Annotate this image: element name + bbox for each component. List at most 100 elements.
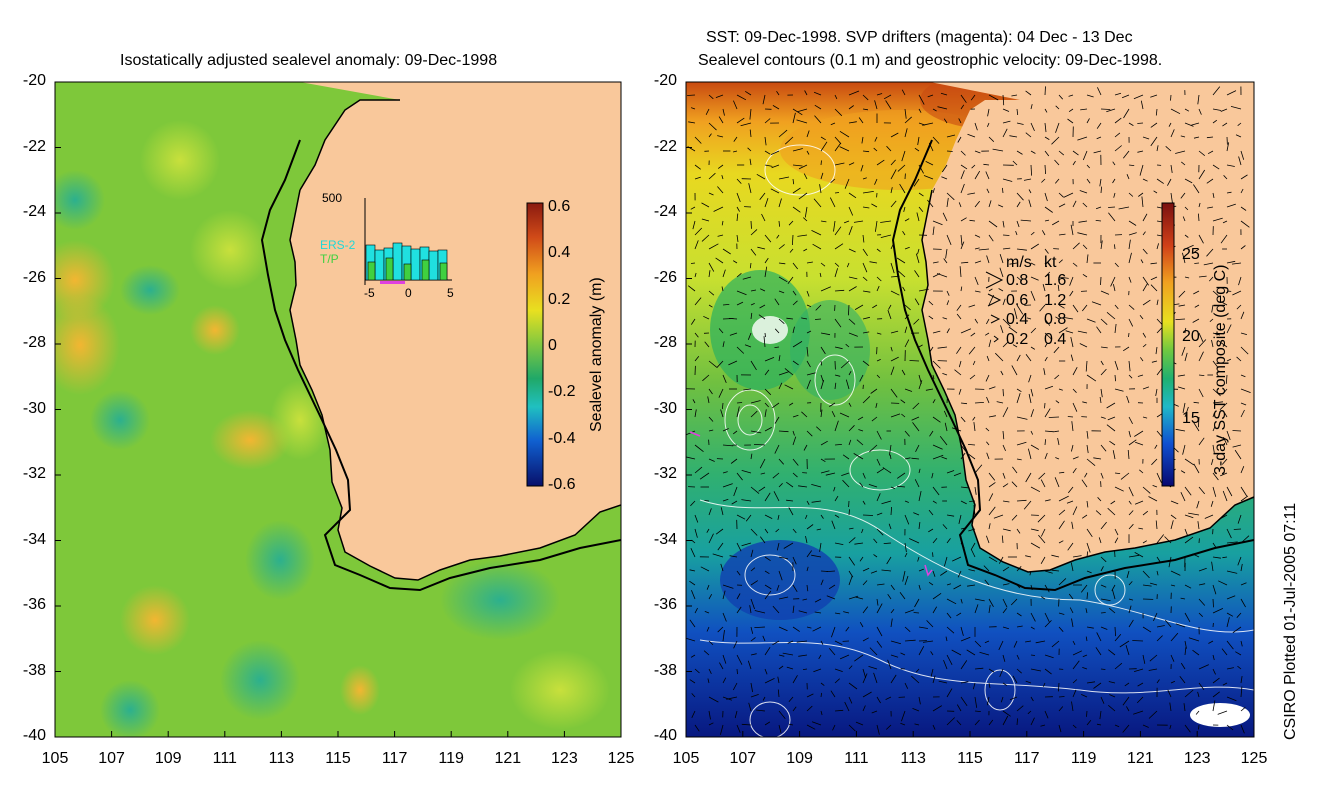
velocity-arrow: [1109, 440, 1116, 446]
velocity-arrow: [1058, 233, 1066, 236]
velocity-arrow: [1126, 570, 1130, 579]
velocity-arrow: [708, 290, 715, 296]
velocity-arrow: [687, 285, 696, 292]
velocity-arrow: [786, 499, 794, 502]
velocity-arrow: [722, 248, 731, 255]
velocity-arrow: [694, 136, 702, 144]
velocity-arrow: [1030, 346, 1036, 350]
velocity-arrow: [1149, 654, 1158, 662]
velocity-arrow: [1212, 691, 1220, 698]
velocity-arrow: [1194, 262, 1200, 264]
velocity-arrow: [974, 604, 979, 614]
velocity-arrow: [1100, 346, 1108, 349]
velocity-arrow: [1198, 437, 1205, 446]
velocity-arrow: [1114, 626, 1116, 637]
x-tick-label: 119: [438, 750, 464, 767]
velocity-arrow: [911, 457, 920, 460]
velocity-arrow: [758, 314, 766, 320]
velocity-arrow: [1177, 386, 1186, 390]
velocity-arrow: [750, 653, 757, 656]
velocity-arrow: [983, 163, 990, 166]
velocity-arrow: [1100, 626, 1108, 630]
velocity-arrow: [1112, 450, 1116, 460]
velocity-arrow: [1002, 128, 1008, 138]
velocity-arrow: [1058, 276, 1069, 279]
velocity-arrow: [820, 579, 824, 586]
velocity-arrow: [750, 637, 756, 642]
velocity-arrow: [959, 266, 962, 278]
y-tick-label: -26: [22, 268, 46, 286]
x-tick-label: 117: [1014, 750, 1040, 767]
velocity-arrow: [876, 458, 881, 466]
velocity-arrow: [1128, 332, 1130, 338]
velocity-arrow: [764, 427, 772, 432]
velocity-arrow: [686, 637, 696, 642]
velocity-arrow: [1150, 276, 1158, 281]
velocity-arrow: [988, 415, 996, 418]
velocity-arrow: [848, 682, 858, 690]
velocity-arrow: [1142, 213, 1148, 222]
velocity-arrow: [988, 339, 992, 348]
velocity-arrow: [1002, 710, 1011, 717]
velocity-arrow: [732, 260, 738, 264]
velocity-arrow: [909, 360, 920, 362]
velocity-arrow: [1072, 242, 1080, 250]
velocity-arrow: [1226, 612, 1234, 617]
velocity-arrow: [952, 556, 962, 562]
velocity-arrow: [1114, 360, 1119, 371]
velocity-arrow: [831, 626, 836, 638]
velocity-arrow: [974, 234, 981, 238]
velocity-arrow: [969, 374, 976, 380]
velocity-arrow: [932, 226, 935, 236]
velocity-arrow: [1142, 510, 1149, 516]
velocity-arrow: [968, 453, 976, 460]
velocity-arrow: [862, 290, 871, 293]
velocity-arrow: [973, 505, 976, 516]
velocity-arrow: [694, 227, 703, 236]
velocity-arrow: [978, 248, 990, 251]
velocity-arrow: [918, 206, 924, 212]
velocity-arrow: [834, 640, 843, 645]
velocity-arrow: [1002, 583, 1010, 586]
velocity-arrow: [960, 452, 966, 460]
velocity-arrow: [801, 411, 808, 418]
velocity-arrow: [1184, 724, 1191, 733]
velocity-arrow: [1240, 598, 1246, 608]
velocity-arrow: [820, 640, 824, 645]
velocity-arrow: [741, 542, 752, 547]
velocity-arrow: [1240, 388, 1251, 393]
velocity-arrow: [792, 148, 803, 152]
velocity-arrow: [708, 270, 711, 278]
velocity-arrow: [904, 218, 910, 222]
velocity-arrow: [1226, 324, 1232, 334]
velocity-arrow: [1100, 444, 1107, 452]
velocity-arrow: [1072, 388, 1077, 393]
velocity-arrow: [932, 486, 940, 496]
velocity-arrow: [859, 374, 864, 382]
velocity-arrow: [1002, 607, 1008, 614]
velocity-arrow: [1121, 94, 1130, 99]
velocity-arrow: [1086, 551, 1089, 558]
velocity-arrow: [1095, 647, 1102, 656]
velocity-arrow: [998, 204, 1004, 208]
velocity-arrow: [890, 330, 899, 334]
velocity-arrow: [1142, 276, 1150, 286]
velocity-arrow: [1226, 595, 1236, 600]
velocity-arrow: [839, 412, 850, 418]
velocity-arrow: [797, 234, 808, 237]
velocity-arrow: [1016, 705, 1024, 712]
velocity-arrow: [1000, 370, 1004, 376]
velocity-arrow: [1212, 700, 1216, 712]
velocity-arrow: [1114, 244, 1116, 250]
velocity-arrow: [830, 178, 836, 184]
velocity-arrow: [1238, 276, 1242, 286]
velocity-arrow: [988, 288, 993, 292]
velocity-legend-header-kt: kt: [1044, 254, 1057, 271]
colorbar-tick-label: -0.2: [548, 383, 576, 401]
velocity-arrow: [803, 444, 808, 451]
inset-histogram: [364, 198, 452, 285]
velocity-arrow: [873, 147, 878, 152]
velocity-arrow: [862, 316, 870, 320]
velocity-arrow: [1044, 439, 1046, 446]
velocity-arrow: [772, 105, 780, 110]
